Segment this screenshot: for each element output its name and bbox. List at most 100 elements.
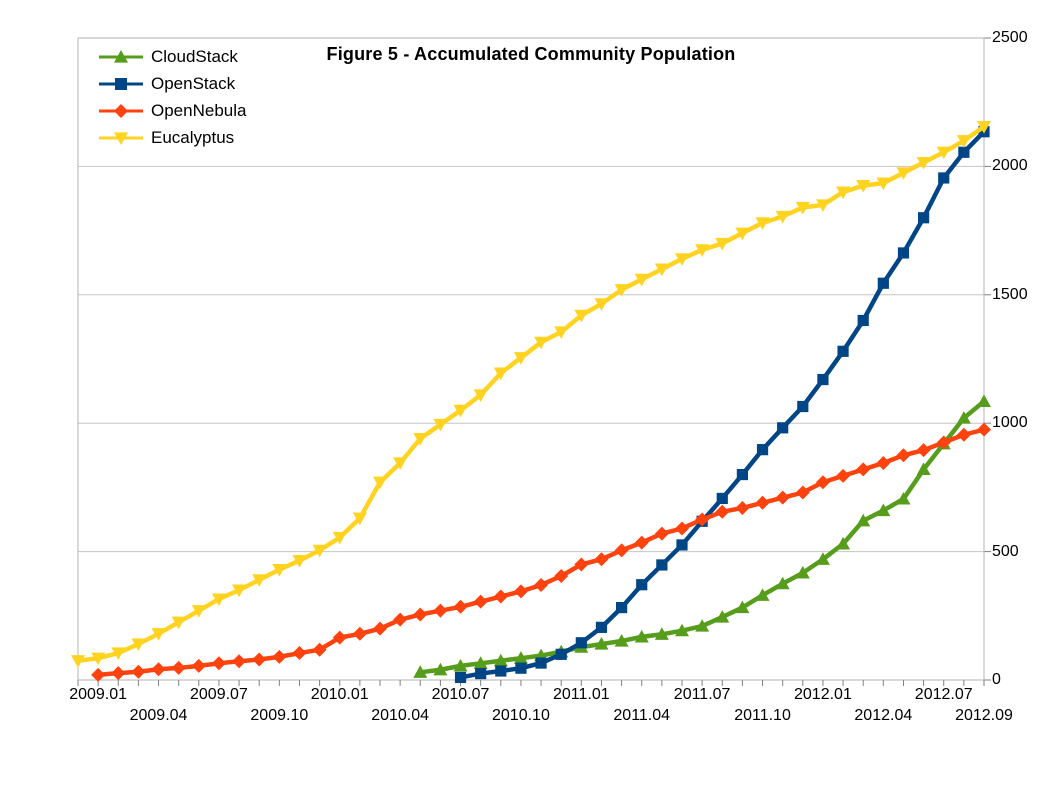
x-tick-label: 2009.10 xyxy=(250,707,309,724)
series-marker-eucalyptus xyxy=(332,531,347,545)
series-marker-eucalyptus xyxy=(775,210,790,224)
series-marker-eucalyptus xyxy=(815,199,830,212)
y-tick-label: 2500 xyxy=(992,29,1028,46)
series-marker-opennebula xyxy=(795,485,810,500)
series-marker-opennebula xyxy=(554,568,569,583)
square-icon xyxy=(99,77,143,90)
series-marker-eucalyptus xyxy=(171,616,186,630)
diamond-icon xyxy=(99,103,143,118)
x-tick-label: 2009.01 xyxy=(69,686,128,703)
series-marker-cloudstack xyxy=(977,394,991,407)
series-marker-eucalyptus xyxy=(614,284,629,297)
series-marker-eucalyptus xyxy=(795,201,810,215)
series-marker-eucalyptus xyxy=(735,227,750,241)
series-marker-opennebula xyxy=(936,435,951,450)
series-marker-openstack xyxy=(636,579,648,591)
series-marker-openstack xyxy=(575,637,587,649)
series-marker-opennebula xyxy=(775,490,790,505)
series-marker-opennebula xyxy=(413,607,428,622)
series-marker-cloudstack xyxy=(675,623,689,637)
series-marker-opennebula xyxy=(634,535,649,550)
series-marker-eucalyptus xyxy=(71,655,85,668)
series-marker-cloudstack xyxy=(735,600,750,614)
series-marker-openstack xyxy=(797,400,809,413)
series-marker-opennebula xyxy=(574,557,589,572)
series-marker-opennebula xyxy=(513,584,528,599)
x-tick-label: 2011.01 xyxy=(553,686,610,703)
series-marker-openstack xyxy=(535,657,547,669)
series-marker-openstack xyxy=(616,601,628,614)
series-marker-opennebula xyxy=(614,543,629,558)
series-marker-opennebula xyxy=(836,468,851,483)
series-marker-opennebula xyxy=(956,427,971,442)
y-tick-label: 1500 xyxy=(992,285,1028,303)
series-marker-opennebula xyxy=(191,658,206,673)
chart-title: Figure 5 - Accumulated Community Populat… xyxy=(326,44,736,64)
series-line-openstack xyxy=(458,129,987,680)
series-marker-opennebula xyxy=(534,577,549,592)
series-marker-eucalyptus xyxy=(131,638,146,652)
series-marker-cloudstack xyxy=(775,576,790,590)
series-marker-cloudstack xyxy=(876,503,891,517)
x-tick-label: 2012.04 xyxy=(854,707,913,724)
series-marker-openstack xyxy=(716,492,728,505)
triangle-up-icon xyxy=(99,49,143,63)
series-marker-eucalyptus xyxy=(513,352,528,365)
series-marker-opennebula xyxy=(856,462,871,477)
series-marker-eucalyptus xyxy=(211,593,226,607)
series-marker-eucalyptus xyxy=(856,180,871,193)
series-marker-cloudstack xyxy=(815,552,830,565)
series-marker-openstack xyxy=(495,665,507,677)
series-marker-opennebula xyxy=(675,521,689,536)
series-marker-eucalyptus xyxy=(272,563,287,577)
legend-item-cloudstack: CloudStack xyxy=(98,43,246,70)
series-marker-cloudstack xyxy=(856,513,871,527)
series-marker-opennebula xyxy=(352,626,367,641)
legend-label-cloudstack: CloudStack xyxy=(151,46,238,66)
y-tick-label: 0 xyxy=(992,671,1001,688)
series-marker-openstack xyxy=(938,172,950,184)
series-marker-opennebula xyxy=(171,660,186,675)
series-marker-eucalyptus xyxy=(232,584,247,598)
y-tick-label: 500 xyxy=(992,542,1019,560)
series-marker-eucalyptus xyxy=(393,457,408,471)
series-marker-openstack xyxy=(877,277,889,289)
series-marker-cloudstack xyxy=(795,565,810,579)
series-marker-opennebula xyxy=(453,599,468,614)
plot-border xyxy=(77,37,985,681)
series-marker-opennebula xyxy=(252,652,267,667)
y-tick-label: 2000 xyxy=(992,157,1028,175)
series-marker-eucalyptus xyxy=(111,647,126,661)
series-marker-openstack xyxy=(595,621,608,633)
series-marker-eucalyptus xyxy=(896,167,911,180)
series-marker-eucalyptus xyxy=(91,652,106,666)
series-marker-opennebula xyxy=(896,448,911,463)
series-marker-eucalyptus xyxy=(191,605,206,618)
legend-label-opennebula: OpenNebula xyxy=(151,100,247,120)
series-marker-eucalyptus xyxy=(675,253,689,266)
series-marker-eucalyptus xyxy=(634,273,649,287)
series-marker-cloudstack xyxy=(956,411,971,424)
series-marker-openstack xyxy=(454,671,467,684)
series-marker-eucalyptus xyxy=(352,512,367,526)
series-marker-openstack xyxy=(676,539,688,551)
x-tick-label: 2012.07 xyxy=(914,686,973,703)
series-marker-eucalyptus xyxy=(473,389,488,402)
series-marker-cloudstack xyxy=(433,662,448,676)
series-marker-eucalyptus xyxy=(534,336,549,350)
series-marker-eucalyptus xyxy=(252,574,267,587)
series-marker-opennebula xyxy=(594,552,609,567)
series-marker-eucalyptus xyxy=(695,244,710,257)
series-marker-openstack xyxy=(837,345,849,357)
series-marker-openstack xyxy=(897,247,910,259)
series-marker-cloudstack xyxy=(473,656,488,669)
series-marker-opennebula xyxy=(977,422,991,437)
series-marker-opennebula xyxy=(332,630,347,645)
series-line-eucalyptus xyxy=(75,124,987,663)
series-marker-eucalyptus xyxy=(433,418,448,432)
series-marker-openstack xyxy=(857,314,869,327)
series-marker-openstack xyxy=(756,444,769,456)
series-marker-eucalyptus xyxy=(312,544,327,558)
y-tick-label: 1000 xyxy=(992,414,1028,432)
series-marker-cloudstack xyxy=(896,491,911,505)
